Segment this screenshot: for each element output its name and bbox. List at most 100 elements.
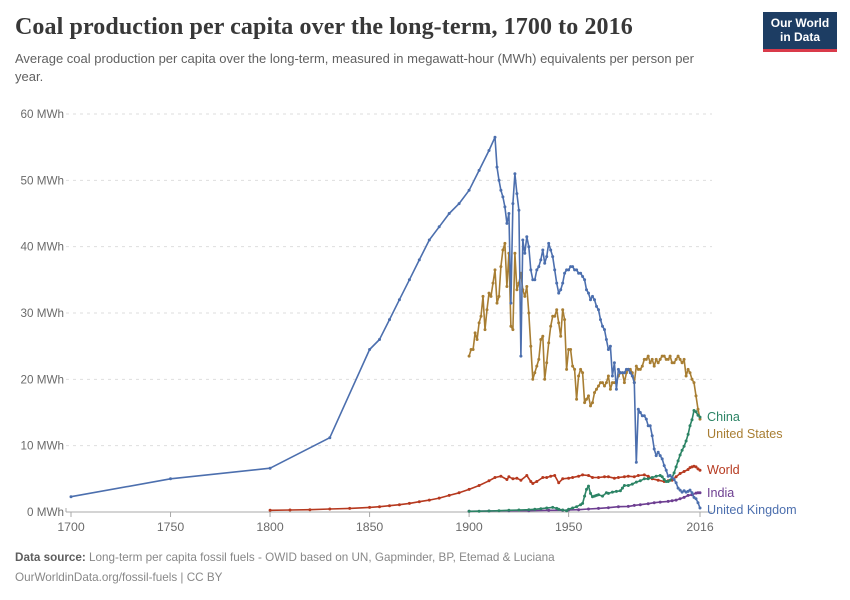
data-point bbox=[638, 367, 642, 371]
data-point bbox=[511, 202, 515, 206]
data-point bbox=[636, 474, 640, 477]
data-point bbox=[589, 404, 592, 408]
data-point bbox=[678, 497, 682, 501]
data-point bbox=[606, 374, 610, 378]
data-point bbox=[447, 212, 451, 215]
data-point bbox=[583, 494, 587, 498]
chart-footer: Data source: Long-term per capita fossil… bbox=[15, 548, 835, 588]
data-point bbox=[644, 357, 648, 361]
data-point bbox=[467, 509, 471, 513]
data-point bbox=[515, 288, 519, 292]
data-point bbox=[288, 508, 292, 512]
data-point bbox=[616, 367, 620, 371]
data-point bbox=[525, 474, 529, 477]
data-point bbox=[571, 265, 575, 269]
data-point bbox=[368, 505, 372, 509]
series-label-world[interactable]: World bbox=[707, 463, 740, 477]
data-point bbox=[477, 321, 481, 325]
data-point bbox=[682, 444, 686, 448]
data-point bbox=[688, 488, 692, 492]
footer-link[interactable]: OurWorldinData.org/fossil-fuels | CC BY bbox=[15, 570, 223, 584]
series-label-india[interactable]: India bbox=[707, 486, 734, 500]
data-point bbox=[555, 308, 559, 312]
data-point bbox=[535, 268, 539, 272]
data-point bbox=[587, 394, 590, 398]
data-point bbox=[696, 407, 700, 411]
data-point bbox=[427, 498, 431, 502]
x-tick-label-2016: 2016 bbox=[686, 520, 714, 534]
y-tick-label-0: 0 MWh bbox=[27, 506, 64, 519]
data-point bbox=[606, 506, 610, 510]
data-point bbox=[407, 278, 411, 282]
data-point bbox=[467, 188, 471, 192]
datasource-label: Data source: bbox=[15, 551, 86, 564]
data-point bbox=[686, 367, 690, 371]
series-label-china[interactable]: China bbox=[707, 410, 740, 424]
data-point bbox=[682, 357, 686, 361]
series-line-united-states[interactable] bbox=[468, 242, 701, 420]
data-point bbox=[481, 294, 485, 298]
data-point bbox=[509, 301, 513, 305]
data-point bbox=[648, 361, 652, 365]
data-point bbox=[531, 482, 535, 485]
data-point bbox=[589, 491, 592, 495]
data-point bbox=[601, 494, 604, 498]
y-tick-label-50: 50 MWh bbox=[20, 174, 64, 187]
data-point bbox=[585, 288, 588, 292]
data-point bbox=[585, 397, 588, 401]
data-point bbox=[577, 474, 581, 478]
data-point bbox=[475, 338, 479, 341]
data-point bbox=[664, 468, 668, 472]
data-point bbox=[268, 466, 272, 470]
data-point bbox=[527, 508, 531, 512]
series-line-united-kingdom[interactable] bbox=[70, 136, 701, 509]
data-point bbox=[517, 208, 521, 212]
data-point bbox=[642, 477, 646, 481]
data-point bbox=[690, 377, 694, 381]
data-point bbox=[573, 367, 577, 371]
data-point bbox=[601, 324, 604, 328]
x-tick-label-1800: 1800 bbox=[256, 520, 284, 534]
data-point bbox=[533, 278, 537, 282]
data-point bbox=[650, 434, 654, 438]
data-point bbox=[567, 268, 571, 272]
data-point bbox=[495, 301, 499, 305]
data-point bbox=[612, 476, 616, 480]
series-markers-united-kingdom bbox=[69, 135, 702, 510]
data-point bbox=[437, 496, 441, 500]
data-point bbox=[308, 508, 312, 512]
series-label-united-states[interactable]: United States bbox=[707, 427, 783, 441]
data-point bbox=[547, 508, 551, 512]
data-point bbox=[626, 367, 630, 371]
series-markers-world bbox=[268, 464, 702, 512]
data-point bbox=[587, 291, 590, 295]
data-point bbox=[674, 481, 678, 485]
data-point bbox=[511, 328, 515, 332]
data-point bbox=[672, 361, 676, 365]
owid-logo[interactable]: Our World in Data bbox=[763, 12, 837, 52]
data-point bbox=[328, 436, 332, 440]
data-point bbox=[587, 507, 590, 511]
owid-logo-line1: Our World bbox=[770, 15, 830, 30]
series-label-united-kingdom[interactable]: United Kingdom bbox=[707, 503, 797, 517]
data-point bbox=[571, 364, 575, 368]
data-point bbox=[553, 474, 557, 477]
data-point bbox=[595, 304, 598, 308]
data-point bbox=[676, 354, 680, 358]
data-point bbox=[507, 508, 511, 512]
data-point bbox=[650, 476, 654, 479]
data-point bbox=[417, 258, 421, 262]
data-point bbox=[658, 500, 662, 504]
data-point bbox=[591, 476, 594, 479]
data-point bbox=[539, 507, 543, 511]
data-point bbox=[606, 348, 610, 351]
data-point bbox=[477, 168, 481, 172]
data-point bbox=[680, 448, 684, 452]
data-point bbox=[616, 476, 620, 479]
data-point bbox=[268, 508, 272, 512]
series-line-india[interactable] bbox=[468, 492, 701, 513]
series-line-world[interactable] bbox=[269, 465, 701, 512]
data-point bbox=[505, 221, 509, 225]
data-point bbox=[513, 251, 517, 255]
